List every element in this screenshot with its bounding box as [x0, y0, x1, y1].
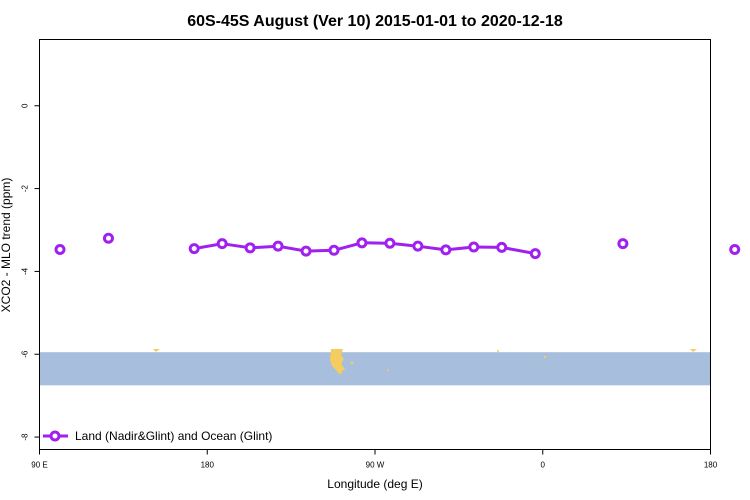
data-point	[440, 244, 452, 256]
latitude-band	[39, 352, 711, 386]
data-point	[384, 237, 396, 249]
data-point	[617, 238, 629, 250]
y-tick-label: -8	[21, 433, 30, 441]
y-tick-label: -2	[21, 184, 30, 192]
data-point	[244, 242, 256, 254]
land-island	[543, 355, 547, 359]
land-new-zealand	[153, 349, 160, 352]
data-point	[54, 243, 66, 255]
land-island	[350, 361, 354, 365]
data-point-group	[54, 232, 741, 260]
data-point	[412, 240, 424, 252]
legend-series-label: Land (Nadir&Glint) and Ocean (Glint)	[75, 429, 272, 443]
data-point	[729, 243, 741, 255]
data-point	[188, 243, 200, 255]
x-axis-label: Longitude (deg E)	[327, 477, 422, 491]
x-tick-label: 180	[704, 461, 718, 470]
data-point	[356, 237, 368, 249]
data-point	[529, 248, 541, 260]
x-tick-label: 0	[541, 461, 546, 470]
land-south-america	[330, 349, 345, 374]
land-island	[387, 369, 389, 371]
x-tick-label: 180	[201, 461, 215, 470]
data-point	[300, 245, 312, 257]
data-point	[496, 241, 508, 253]
y-tick-label: -4	[21, 267, 30, 275]
y-axis: 0 -2 -4 -6 -8	[21, 103, 40, 441]
legend-marker-swatch	[49, 430, 61, 442]
y-tick-label: -6	[21, 350, 30, 358]
y-tick-label: 0	[21, 103, 30, 108]
land-new-zealand-repeat	[690, 349, 697, 352]
y-axis-label: XCO2 - MLO trend (ppm)	[0, 178, 13, 313]
data-point	[468, 241, 480, 253]
x-tick-label: 90 W	[366, 461, 385, 470]
data-point	[272, 240, 284, 252]
land-island	[497, 350, 499, 352]
chart-title: 60S-45S August (Ver 10) 2015-01-01 to 20…	[187, 13, 563, 30]
x-axis: 90 E 180 90 W 0 180	[31, 449, 718, 470]
x-tick-label: 90 E	[31, 461, 47, 470]
data-point	[328, 244, 340, 256]
legend: Land (Nadir&Glint) and Ocean (Glint)	[43, 429, 272, 443]
data-point	[102, 232, 114, 244]
data-point	[216, 238, 228, 250]
land-overlay	[153, 349, 697, 374]
